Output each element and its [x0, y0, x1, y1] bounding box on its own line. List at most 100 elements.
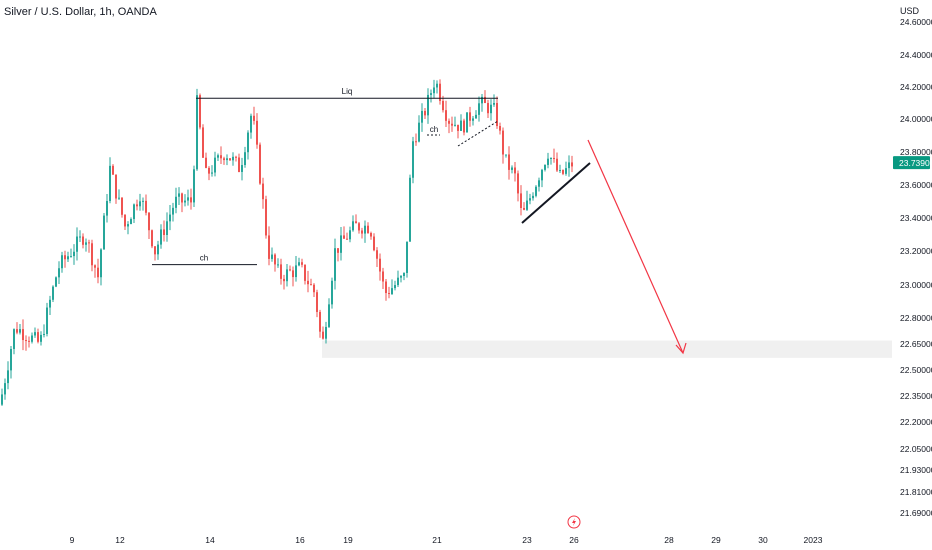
candle-body [280, 264, 282, 279]
candle-body [229, 158, 231, 161]
candle-body [160, 229, 162, 245]
candle-body [163, 229, 165, 235]
candle-body [139, 201, 141, 207]
candle-body [526, 200, 528, 210]
candle-body [547, 158, 549, 165]
candle-body [283, 278, 285, 282]
candle-body [49, 299, 51, 308]
lightning-icon-bolt [572, 518, 576, 526]
candle-body [166, 221, 168, 235]
candle-body [145, 200, 147, 213]
candle-body [52, 286, 54, 300]
candle-body [25, 340, 27, 342]
candle-body [421, 110, 423, 123]
candle-body [532, 195, 534, 199]
candle-body [250, 115, 252, 133]
candle-body [22, 329, 24, 341]
candle-body [175, 196, 177, 208]
candle-body [427, 94, 429, 116]
y-tick-label: 22.05000 [900, 444, 932, 454]
demand-zone-rect [322, 340, 892, 358]
candle-body [376, 250, 378, 259]
candle-body [274, 254, 276, 265]
candle-body [511, 167, 513, 170]
candle-body [238, 157, 240, 172]
candle-body [469, 112, 471, 121]
trend-support-line [521, 162, 591, 224]
candle-body [220, 155, 222, 159]
candle-body [550, 158, 552, 160]
y-tick-label: 24.40000 [900, 50, 932, 60]
candle-body [361, 230, 363, 234]
x-tick-label: 26 [569, 535, 579, 545]
candle-body [340, 235, 342, 253]
candle-body [571, 162, 573, 167]
candle-body [313, 284, 315, 293]
candle-body [211, 172, 213, 174]
candle-body [358, 223, 360, 231]
candle-body [433, 87, 435, 94]
candle-body [436, 83, 438, 88]
candle-body [82, 236, 84, 245]
candle-body [76, 236, 78, 252]
candle-body [430, 93, 432, 95]
x-tick-label: 30 [758, 535, 768, 545]
candle-body [148, 212, 150, 231]
price-axis-unit: USD [900, 6, 920, 16]
candle-body [157, 244, 159, 255]
candle-body [124, 214, 126, 227]
candle-body [10, 349, 12, 371]
candle-body [466, 112, 468, 133]
y-tick-label: 23.80000 [900, 147, 932, 157]
x-tick-label: 14 [205, 535, 215, 545]
projection-arrow [587, 139, 684, 354]
candle-body [247, 132, 249, 153]
lightning-icon-ring [567, 515, 581, 529]
candle-body [184, 200, 186, 203]
candle-body [19, 329, 21, 333]
candle-body [301, 262, 303, 265]
candle-body [565, 168, 567, 174]
candle-body [559, 169, 561, 171]
candle-body [289, 269, 291, 271]
candle-body [451, 123, 453, 126]
x-tick-label: 2023 [804, 535, 823, 545]
candle-body [115, 174, 117, 199]
candle-body [217, 155, 219, 158]
candle-body [319, 311, 321, 332]
candle-body [28, 340, 30, 342]
candle-body [442, 100, 444, 111]
candle-body [73, 251, 75, 257]
candle-body [448, 120, 450, 124]
candle-body [37, 332, 39, 342]
candle-body [40, 334, 42, 342]
candle-body [298, 262, 300, 266]
candle-body [514, 167, 516, 174]
candle-body [544, 164, 546, 170]
candle-body [178, 193, 180, 197]
x-tick-label: 23 [522, 535, 532, 545]
candle-body [142, 200, 144, 202]
candle-body [136, 204, 138, 207]
candle-body [1, 394, 3, 405]
candle-body [112, 165, 114, 175]
candle-body [487, 103, 489, 114]
candle-body [553, 158, 555, 160]
ch-mid-label: ch [430, 125, 438, 134]
candle-body [523, 207, 525, 210]
candle-body [205, 157, 207, 168]
candle-body [424, 110, 426, 116]
candle-body [94, 265, 96, 268]
candle-body [154, 246, 156, 255]
candle-body [196, 95, 198, 170]
candle-body [529, 198, 531, 201]
candle-body [70, 256, 72, 258]
candle-body [562, 169, 564, 174]
candle-body [208, 167, 210, 174]
y-tick-label: 22.80000 [900, 313, 932, 323]
candle-body [64, 255, 66, 260]
candle-body [58, 268, 60, 278]
candle-body [187, 197, 189, 201]
candle-body [460, 120, 462, 131]
